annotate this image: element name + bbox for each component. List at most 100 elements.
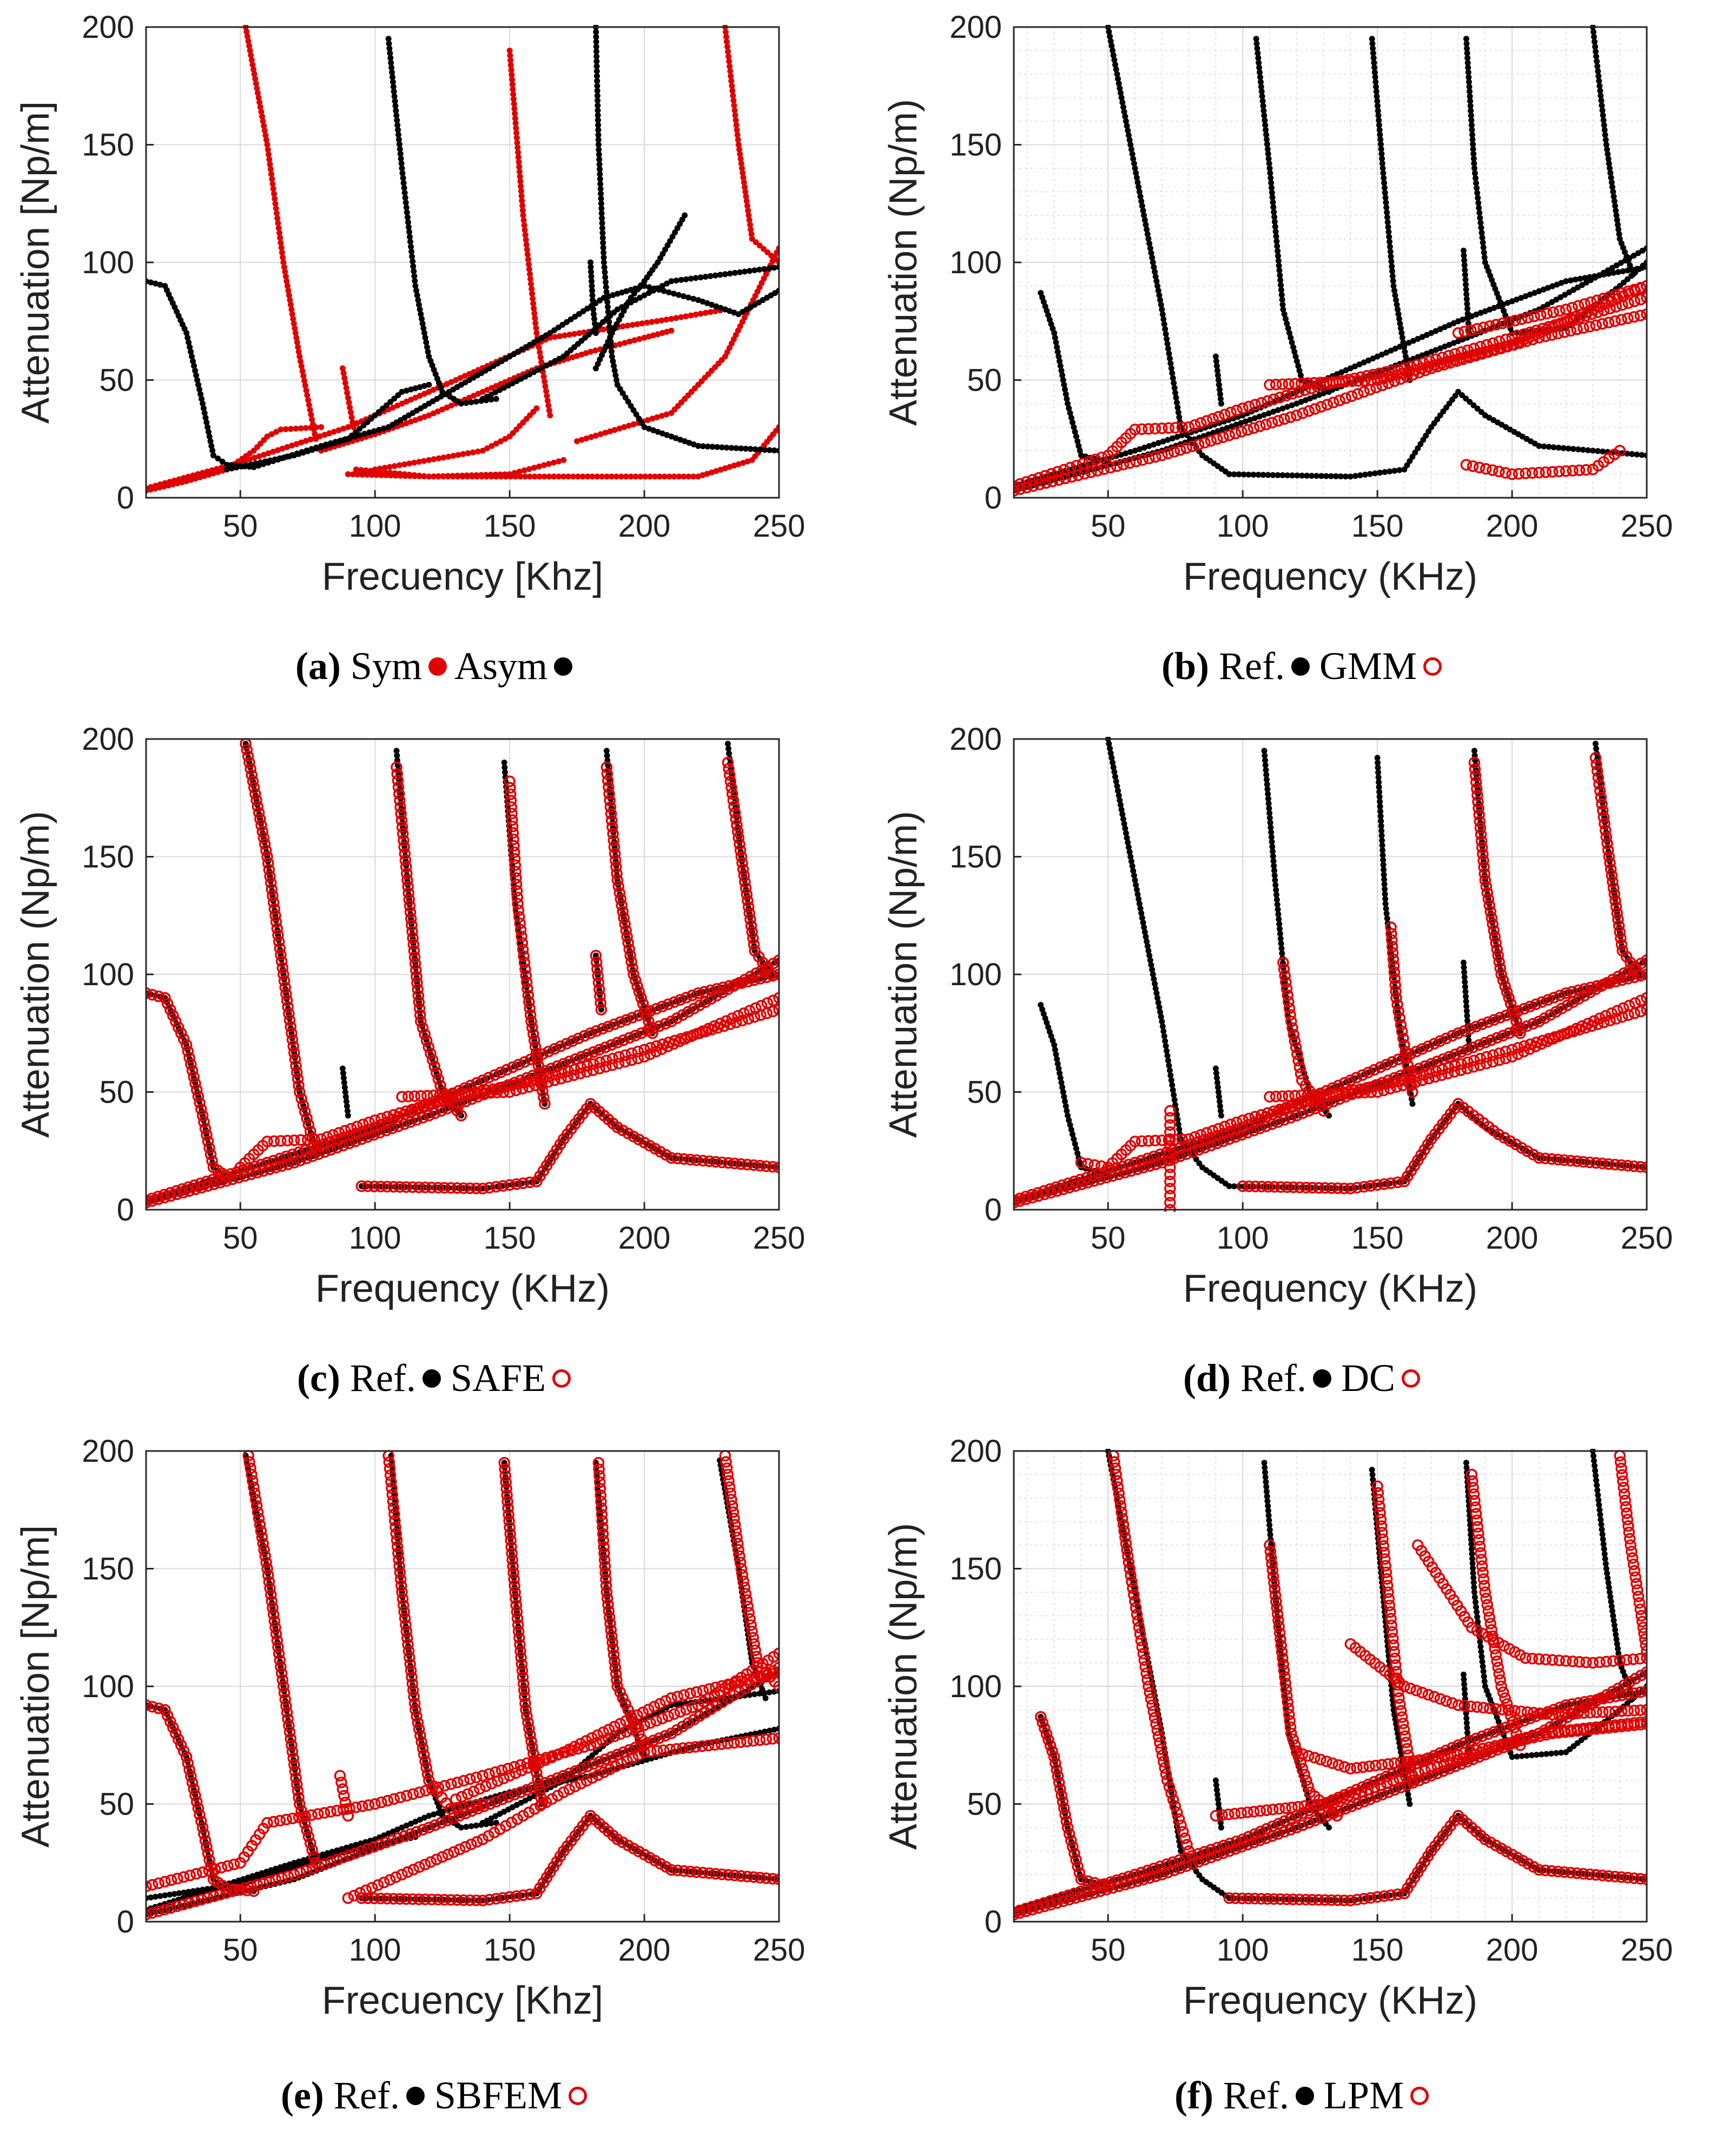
data-point [536, 473, 543, 480]
data-point [426, 412, 432, 419]
data-point [375, 1112, 387, 1125]
data-point [598, 210, 605, 216]
data-point [762, 961, 774, 973]
data-point [1385, 229, 1392, 235]
data-point [279, 981, 291, 993]
data-point [399, 388, 405, 395]
data-point [1061, 381, 1067, 388]
data-point [1278, 282, 1284, 288]
data-point [727, 68, 734, 75]
data-point [1065, 1112, 1071, 1119]
data-point [274, 1152, 286, 1165]
data-point [556, 473, 562, 480]
data-point [1052, 334, 1058, 341]
data-point [747, 221, 753, 228]
data-point [1397, 325, 1404, 332]
data-point [1592, 741, 1599, 747]
data-point [1150, 451, 1161, 463]
data-point [514, 918, 526, 929]
data-point [614, 306, 621, 313]
data-point [722, 756, 734, 769]
data-point [1068, 414, 1074, 421]
data-point [1225, 406, 1237, 419]
data-point [728, 800, 740, 813]
data-point [644, 417, 651, 423]
data-point [493, 395, 499, 402]
data-point [1541, 307, 1553, 320]
data-point [255, 819, 267, 832]
data-point [1629, 266, 1636, 273]
data-point [1455, 318, 1461, 325]
data-point [1128, 146, 1134, 153]
data-point [1478, 225, 1484, 231]
data-point [261, 127, 268, 134]
data-point [1389, 263, 1395, 269]
data-point [720, 1015, 732, 1027]
data-point [1111, 460, 1123, 472]
data-point [1224, 425, 1230, 431]
data-point [301, 1112, 313, 1124]
data-point [1267, 820, 1273, 826]
data-point [736, 857, 748, 869]
data-point [1138, 198, 1145, 205]
data-point [588, 268, 594, 275]
data-point [664, 432, 670, 438]
data-point [1275, 258, 1282, 264]
data-point [592, 330, 599, 336]
data-point [595, 97, 601, 104]
data-point [1562, 292, 1568, 298]
data-point [412, 278, 418, 284]
data-point [760, 1160, 773, 1172]
data-point [1365, 357, 1371, 364]
data-point [511, 105, 518, 112]
data-point [1118, 802, 1124, 808]
data-point [1082, 1158, 1094, 1170]
data-point [615, 893, 627, 905]
data-point [704, 471, 710, 477]
data-point [625, 423, 632, 429]
data-point [382, 469, 388, 476]
caption-letter: (a) [295, 644, 341, 688]
data-point [1213, 358, 1219, 365]
data-point [1610, 193, 1617, 200]
data-point [1383, 199, 1389, 206]
data-point [189, 1077, 201, 1090]
data-point [595, 136, 602, 143]
data-point [1377, 808, 1384, 815]
data-point [306, 402, 312, 408]
data-point [1066, 405, 1072, 412]
data-point [1549, 299, 1555, 305]
data-point [1062, 1103, 1069, 1110]
data-point [473, 398, 479, 405]
data-point [531, 310, 538, 316]
data-point [1124, 457, 1136, 469]
data-point [1270, 858, 1277, 865]
data-point [201, 1129, 213, 1141]
data-point [597, 176, 603, 182]
data-point [354, 420, 360, 426]
data-point [258, 832, 270, 844]
data-point [200, 400, 206, 407]
data-point [766, 265, 773, 272]
data-point [1416, 362, 1428, 374]
data-point [1290, 344, 1296, 351]
data-point [756, 266, 763, 273]
data-point [1275, 253, 1281, 259]
data-point [1373, 83, 1379, 90]
data-point [264, 433, 270, 440]
data-point [699, 996, 711, 1008]
data-point [504, 775, 516, 788]
data-point [1295, 377, 1308, 390]
data-point [1500, 340, 1511, 353]
data-point [1495, 303, 1502, 309]
data-point [266, 151, 272, 158]
data-point [709, 444, 716, 450]
data-point [475, 391, 481, 397]
data-point [1382, 469, 1388, 475]
data-point [1217, 391, 1223, 398]
data-point [1183, 421, 1195, 433]
data-point [1550, 444, 1557, 451]
data-point [526, 466, 532, 472]
data-point [146, 988, 159, 1001]
data-point [270, 448, 276, 455]
